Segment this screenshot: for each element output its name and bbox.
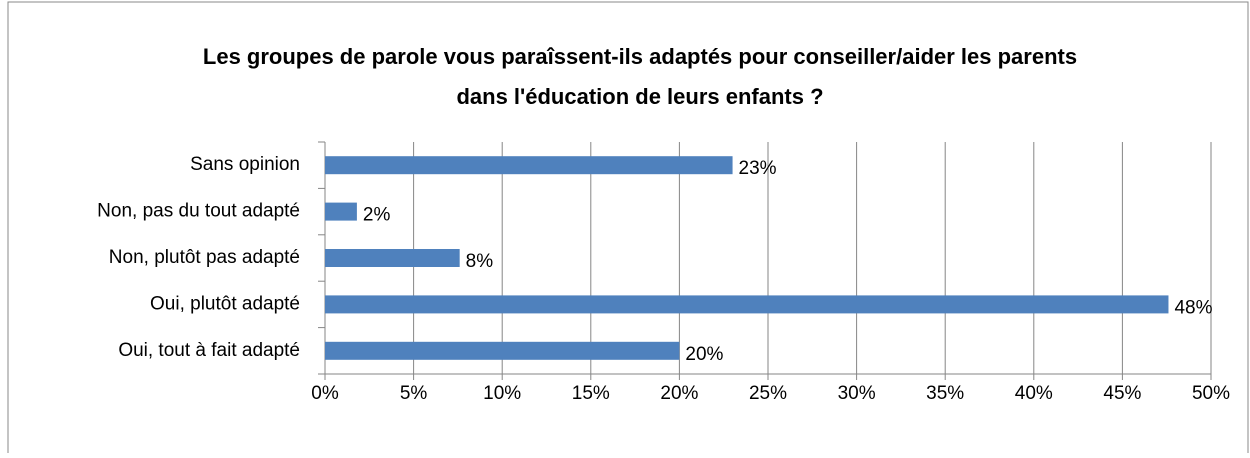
bar (325, 295, 1169, 314)
x-tick-label: 50% (1192, 383, 1230, 404)
bar (325, 202, 357, 221)
data-label: 8% (466, 251, 494, 272)
data-label: 48% (1174, 297, 1212, 318)
y-tick-label: Sans opinion (190, 154, 300, 175)
data-label: 23% (739, 158, 777, 179)
x-tick-label: 5% (400, 383, 428, 404)
x-tick-label: 35% (926, 383, 964, 404)
x-tick-label: 25% (749, 383, 787, 404)
y-tick-label: Non, pas du tout adapté (97, 201, 300, 222)
chart-frame (7, 1, 1249, 458)
bar (325, 341, 680, 360)
x-tick-label: 10% (483, 383, 521, 404)
bar (325, 249, 460, 267)
y-tick-label: Oui, tout à fait adapté (118, 340, 300, 361)
x-tick-label: 40% (1015, 383, 1053, 404)
chart-title: Les groupes de parole vous paraîssent-il… (203, 44, 1077, 109)
x-tick-label: 20% (660, 383, 698, 404)
x-tick-label: 45% (1103, 383, 1141, 404)
y-tick-label: Oui, plutôt adapté (150, 293, 300, 314)
x-tick-label: 30% (838, 383, 876, 404)
x-tick-label: 15% (572, 383, 610, 404)
title-line: Les groupes de parole vous paraîssent-il… (203, 44, 1077, 69)
y-tick-label: Non, plutôt pas adapté (109, 247, 300, 268)
data-label: 20% (685, 344, 723, 365)
x-tick-label: 0% (311, 383, 339, 404)
title-line: dans l'éducation de leurs enfants ? (456, 84, 823, 109)
bar (325, 156, 733, 175)
data-label: 2% (363, 205, 391, 226)
